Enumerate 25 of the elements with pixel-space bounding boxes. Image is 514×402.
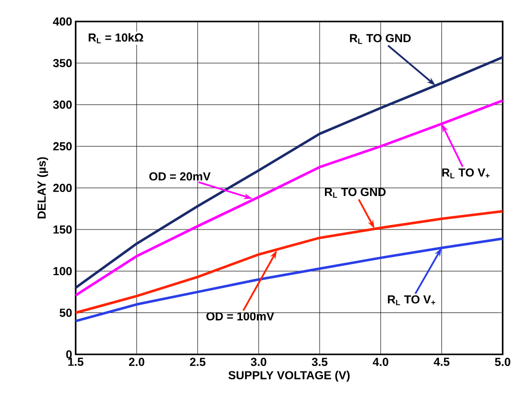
x-tick-label: 2.0	[128, 358, 144, 366]
annotation: R$_{L}$ TO V$_{+}$	[388, 295, 436, 306]
x-tick-label: 1.5	[68, 358, 84, 366]
line-series	[74, 99, 504, 297]
y-tick-label: 50	[60, 308, 72, 317]
y-tick-label: 350	[53, 59, 72, 68]
line-series	[74, 56, 504, 290]
y-axis-title: DELAY (µs)	[37, 157, 48, 219]
x-tick-label: 3.5	[312, 358, 328, 366]
x-axis-title: SUPPLY VOLTAGE (V)	[228, 370, 350, 382]
x-tick-label: 5.0	[494, 358, 510, 366]
line-series	[74, 238, 504, 322]
y-tick-label: 250	[53, 142, 72, 151]
x-tick-label: 2.5	[190, 358, 206, 366]
y-tick-label: 400	[52, 17, 72, 26]
x-tick-label: 4.0	[372, 358, 388, 366]
annotation: R$_{L}$ TO V$_{+}$	[442, 168, 490, 178]
y-tick-label: 0	[66, 350, 72, 359]
annotation: R$_{L}$ = 10kΩ	[88, 33, 144, 44]
y-tick-label: 100	[54, 267, 72, 276]
y-tick-label: 300	[53, 100, 72, 109]
y-tick-label: 150	[54, 226, 72, 234]
x-tick-label: 3.0	[250, 358, 266, 366]
x-tick-label: 4.5	[434, 358, 450, 366]
y-tick-label: 200	[53, 184, 72, 192]
